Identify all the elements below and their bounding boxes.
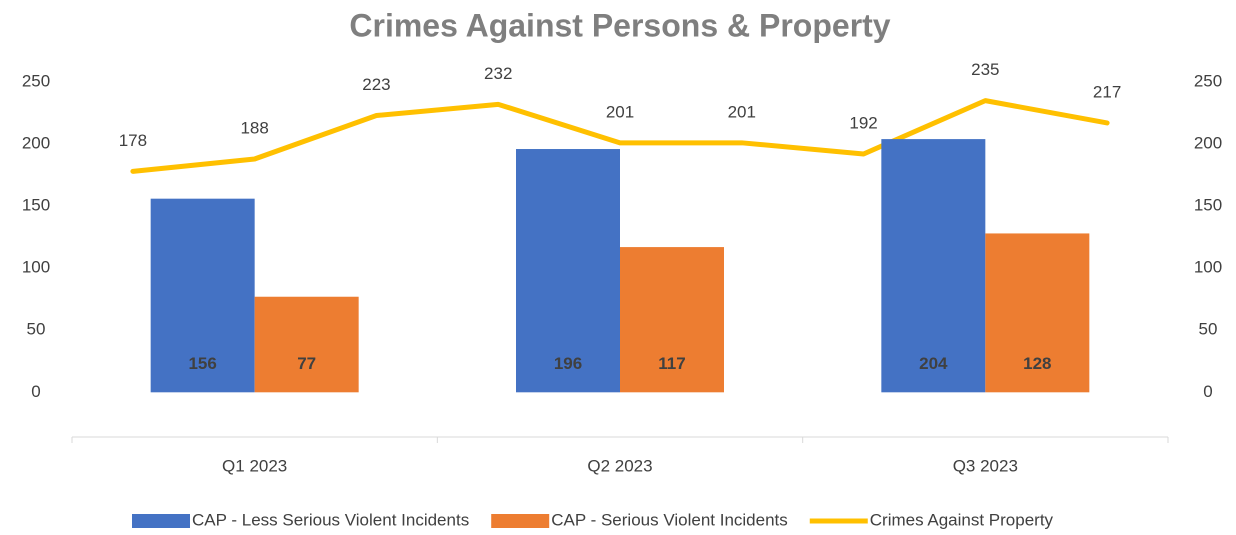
data-label: 192 (849, 113, 877, 132)
legend-label: Crimes Against Property (870, 510, 1054, 529)
data-label: 196 (554, 354, 582, 373)
data-label: 77 (297, 354, 316, 373)
data-label: 217 (1093, 82, 1121, 101)
data-label: 188 (240, 118, 268, 137)
y2-tick-label: 150 (1194, 196, 1222, 215)
x-tick-label: Q2 2023 (587, 456, 652, 475)
data-label: 178 (119, 131, 147, 150)
line (130, 98, 1110, 174)
y-tick-label: 250 (22, 71, 50, 90)
y2-tick-label: 250 (1194, 71, 1222, 90)
y2-tick-label: 200 (1194, 134, 1222, 153)
y-tick-label: 150 (22, 196, 50, 215)
y-tick-label: 200 (22, 134, 50, 153)
bar (150, 198, 255, 393)
bar (620, 247, 724, 393)
y-tick-label: 0 (31, 382, 40, 401)
y-tick-label: 50 (27, 320, 46, 339)
data-label: 156 (188, 354, 216, 373)
data-label: 128 (1023, 354, 1051, 373)
data-label: 201 (728, 102, 756, 121)
bar (516, 149, 620, 393)
chart-title: Crimes Against Persons & Property (349, 7, 890, 43)
legend-label: CAP - Serious Violent Incidents (551, 510, 788, 529)
bar (881, 139, 986, 393)
x-tick-label: Q1 2023 (222, 456, 287, 475)
data-label: 223 (362, 75, 390, 94)
y2-tick-label: 0 (1203, 382, 1212, 401)
legend-swatch (132, 514, 190, 528)
data-label: 232 (484, 64, 512, 83)
bar (985, 233, 1090, 393)
legend-swatch (491, 514, 550, 528)
data-label: 204 (919, 354, 948, 373)
y2-tick-label: 50 (1199, 320, 1218, 339)
x-tick-label: Q3 2023 (953, 456, 1018, 475)
bar (254, 296, 359, 393)
data-label: 201 (606, 102, 634, 121)
data-label: 117 (658, 354, 685, 373)
y-tick-label: 100 (22, 258, 50, 277)
legend-label: CAP - Less Serious Violent Incidents (192, 510, 469, 529)
data-label: 235 (971, 60, 999, 79)
y2-tick-label: 100 (1194, 258, 1222, 277)
